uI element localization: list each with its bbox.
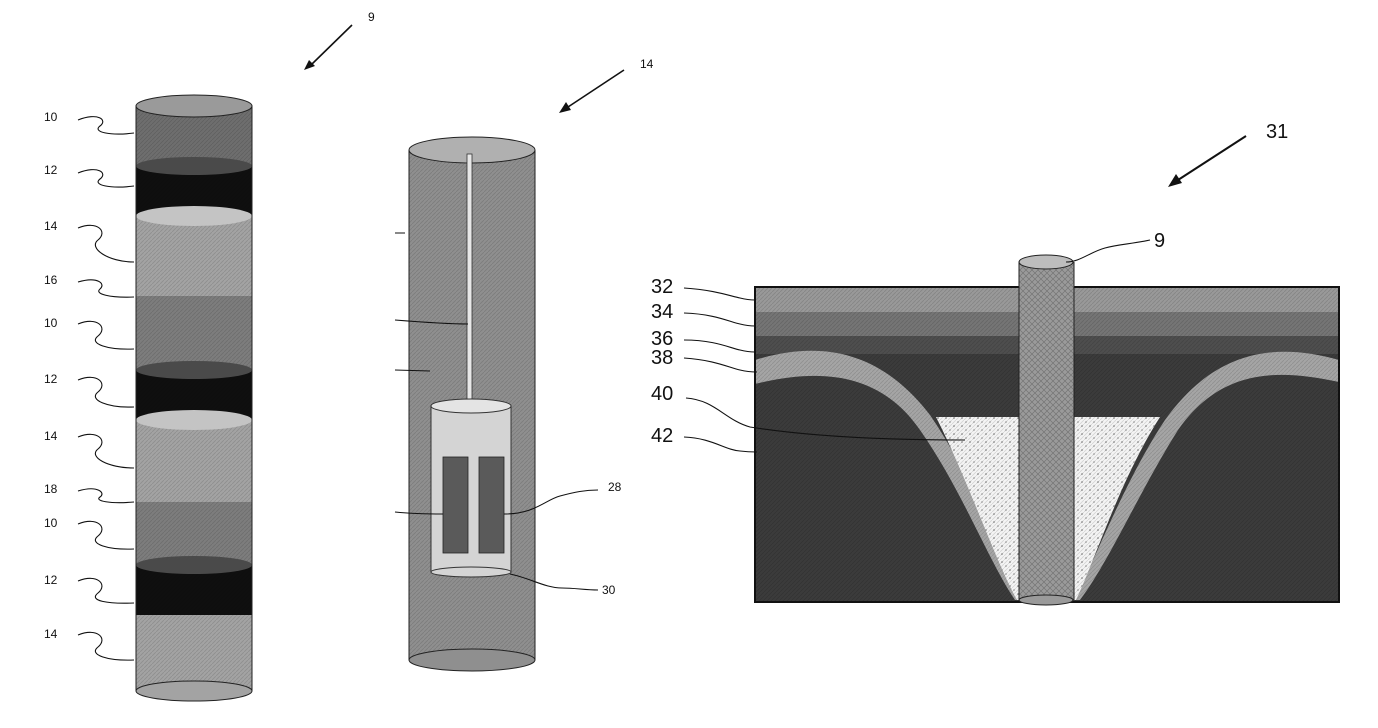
figure-b-instrumented-pile: 14 28 30 — [394, 57, 654, 672]
label-c-36: 36 — [651, 328, 673, 350]
label-c-38: 38 — [651, 347, 673, 369]
figure-a-stacked-pile: 9 10 12 14 16 10 12 14 18 10 12 14 — [44, 10, 375, 702]
label-c-34: 34 — [651, 301, 673, 323]
label-a-8: 10 — [44, 516, 58, 530]
label-c-42: 42 — [651, 425, 673, 447]
label-a-4: 10 — [44, 316, 58, 330]
label-c-32: 32 — [651, 276, 673, 298]
sensor-cable — [466, 153, 473, 405]
canister-top — [430, 398, 512, 414]
arrow-icon — [559, 69, 625, 113]
cap-12-top — [136, 157, 252, 175]
label-a-9: 12 — [44, 573, 58, 587]
cap-12-low — [136, 556, 252, 574]
sensor-element-left — [442, 456, 469, 554]
label-a-1: 12 — [44, 163, 58, 177]
label-a-7: 18 — [44, 482, 58, 496]
pile-bottom-cap — [135, 680, 253, 702]
cap-14-top — [136, 206, 252, 226]
figure-b-ref: 14 — [640, 57, 654, 71]
label-a-0: 10 — [44, 110, 58, 124]
sensor-element-right — [478, 456, 505, 554]
label-a-6: 14 — [44, 429, 58, 443]
label-a-3: 16 — [44, 273, 58, 287]
label-a-10: 14 — [44, 627, 58, 641]
pile-shaft-top — [1018, 254, 1074, 270]
figure-c-ref: 31 — [1266, 121, 1288, 143]
cap-12-mid — [136, 361, 252, 379]
label-c-40: 40 — [651, 383, 673, 405]
pile-top-cap — [135, 94, 253, 118]
label-a-5: 12 — [44, 372, 58, 386]
figure-a-ref: 9 — [368, 10, 375, 24]
pile-label: 9 — [1154, 230, 1165, 252]
arrow-icon — [1168, 135, 1247, 187]
figure-c-ground-section: 31 9 32 34 36 38 40 42 — [651, 121, 1340, 606]
label-b-30: 30 — [602, 583, 616, 597]
cap-14-mid — [136, 410, 252, 430]
arrow-icon — [304, 24, 353, 70]
label-b-28: 28 — [608, 480, 622, 494]
label-a-2: 14 — [44, 219, 58, 233]
tube-bottom — [408, 648, 536, 672]
